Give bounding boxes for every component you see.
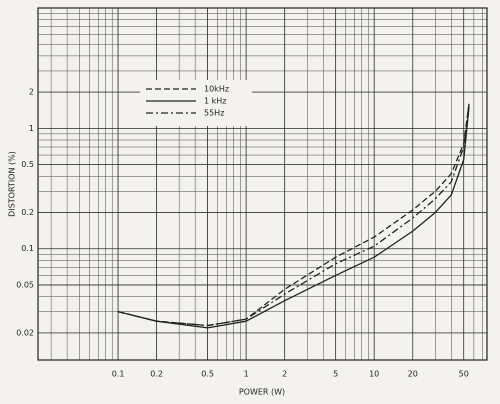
- legend-box: [140, 80, 252, 126]
- x-tick-label: 0.5: [201, 370, 214, 379]
- legend-label: 1 kHz: [204, 97, 226, 106]
- y-tick-label: 0.2: [21, 208, 34, 217]
- series-line: [117, 107, 470, 329]
- y-tick-label: 0.1: [21, 244, 34, 253]
- y-tick-label: 0.02: [16, 328, 34, 337]
- legend-label: 55Hz: [204, 109, 224, 118]
- y-tick-label: 0.05: [16, 280, 34, 289]
- x-tick-label: 0.1: [112, 370, 125, 379]
- legend-label: 10kHz: [204, 85, 229, 94]
- x-tick-label: 20: [408, 370, 418, 379]
- x-tick-label: 5: [333, 370, 338, 379]
- x-tick-label: 0.2: [150, 370, 163, 379]
- series-line: [117, 103, 470, 327]
- x-axis-label: POWER (W): [239, 388, 285, 397]
- y-tick-label: 0.5: [21, 160, 34, 169]
- x-tick-label: 2: [282, 370, 287, 379]
- x-tick-label: 10: [369, 370, 379, 379]
- y-tick-label: 1: [29, 124, 34, 133]
- x-tick-label: 50: [459, 370, 469, 379]
- plot-frame: [37, 7, 488, 361]
- series-line: [117, 103, 470, 327]
- x-tick-label: 1: [244, 370, 249, 379]
- y-tick-label: 2: [29, 88, 34, 97]
- y-axis-label: DISTORTION (%): [8, 151, 17, 217]
